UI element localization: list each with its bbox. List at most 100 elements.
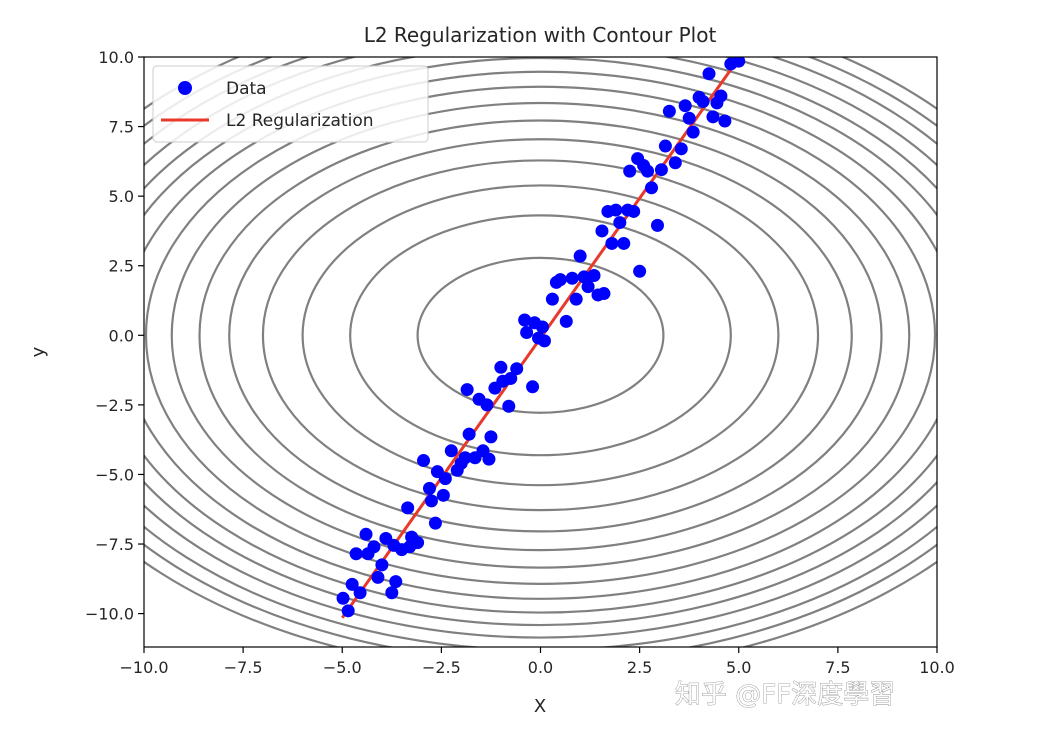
x-tick-label: −5.0 [323,658,362,677]
legend-line-label: L2 Regularization [226,111,374,131]
data-point [371,570,385,584]
data-point [714,89,728,103]
data-point [341,604,355,618]
data-point [401,501,415,515]
data-point [345,577,359,591]
data-point [545,292,559,306]
data-point [641,164,655,178]
data-point [654,163,668,177]
x-tick-label: 7.5 [825,658,850,677]
y-tick-label: 0.0 [109,326,134,345]
data-points-layer [336,57,746,618]
data-point [458,451,472,465]
legend-box [152,65,429,143]
contour-ellipse [301,184,780,487]
x-tick-label: 0.0 [528,658,553,677]
data-point [559,314,573,328]
contour-ellipse [170,101,911,569]
y-tick-label: −5.0 [95,465,134,484]
data-point [367,540,381,554]
data-point [581,280,595,294]
data-point [553,273,567,287]
data-point [678,99,692,113]
data-point [422,481,436,495]
data-point [504,371,518,385]
data-point [535,320,549,334]
plot-area [144,57,937,647]
data-point [349,547,363,561]
contour-ellipse [144,85,937,585]
x-tick-label: −2.5 [422,658,461,677]
data-point [674,142,688,156]
data-point [650,218,664,232]
legend-data-marker [178,81,192,95]
data-point [573,249,587,263]
data-point [502,399,516,413]
data-point [518,313,532,327]
y-tick-label: 7.5 [109,118,134,137]
data-point [494,360,508,374]
data-point [417,454,431,468]
data-point [462,427,476,441]
data-point [565,271,579,285]
contour-ellipse [349,214,732,457]
contour-ellipse [144,57,937,639]
y-tick-label: 2.5 [109,257,134,276]
chart-title: L2 Regularization with Contour Plot [364,23,717,47]
data-point [510,362,524,376]
data-point [706,110,720,124]
data-point [375,558,389,572]
contour-ellipse [261,159,820,512]
data-point [605,236,619,250]
legend: Data L2 Regularization [152,65,429,143]
data-point [597,287,611,301]
contour-ellipse [144,70,937,600]
x-tick-label: −7.5 [224,658,263,677]
data-point [526,380,540,394]
data-point [645,181,659,195]
data-point [438,472,452,486]
data-point [353,586,367,600]
data-point [389,575,403,589]
data-point [623,164,637,178]
contour-ellipse [416,256,665,414]
data-point [537,334,551,348]
y-tick-label: −2.5 [95,396,134,415]
data-point [609,203,623,217]
y-tick-label: −10.0 [85,605,134,624]
data-point [359,527,373,541]
data-point [732,57,746,68]
data-point [702,67,716,81]
data-point [577,270,591,284]
data-point [436,488,450,502]
x-tick-label: 5.0 [726,658,751,677]
contour-ellipse [144,57,937,627]
data-point [480,398,494,412]
data-point [595,224,609,238]
data-point [428,516,442,530]
x-tick-label: 10.0 [919,658,955,677]
data-point [658,139,672,153]
data-point [460,383,474,397]
data-point [482,452,496,466]
x-axis-label: X [534,696,546,717]
data-point [587,268,601,282]
data-point [424,494,438,508]
data-point [686,125,700,139]
contour-ellipse [144,57,937,614]
y-axis-label: y [28,346,49,357]
y-axis-ticks: −10.0 −7.5 −5.0 −2.5 0.0 2.5 5.0 7.5 10.0 [85,48,144,624]
y-tick-label: 5.0 [109,187,134,206]
data-point [569,292,583,306]
legend-data-label: Data [226,79,267,99]
y-tick-label: −7.5 [95,535,134,554]
data-point [336,591,350,605]
data-point [696,95,710,109]
data-point [385,586,399,600]
x-axis-ticks: −10.0 −7.5 −5.0 −2.5 0.0 2.5 5.0 7.5 10.0 [119,647,955,677]
x-tick-label: −10.0 [119,658,168,677]
data-point [617,236,631,250]
contour-ellipse [198,119,883,552]
data-point [484,430,498,444]
